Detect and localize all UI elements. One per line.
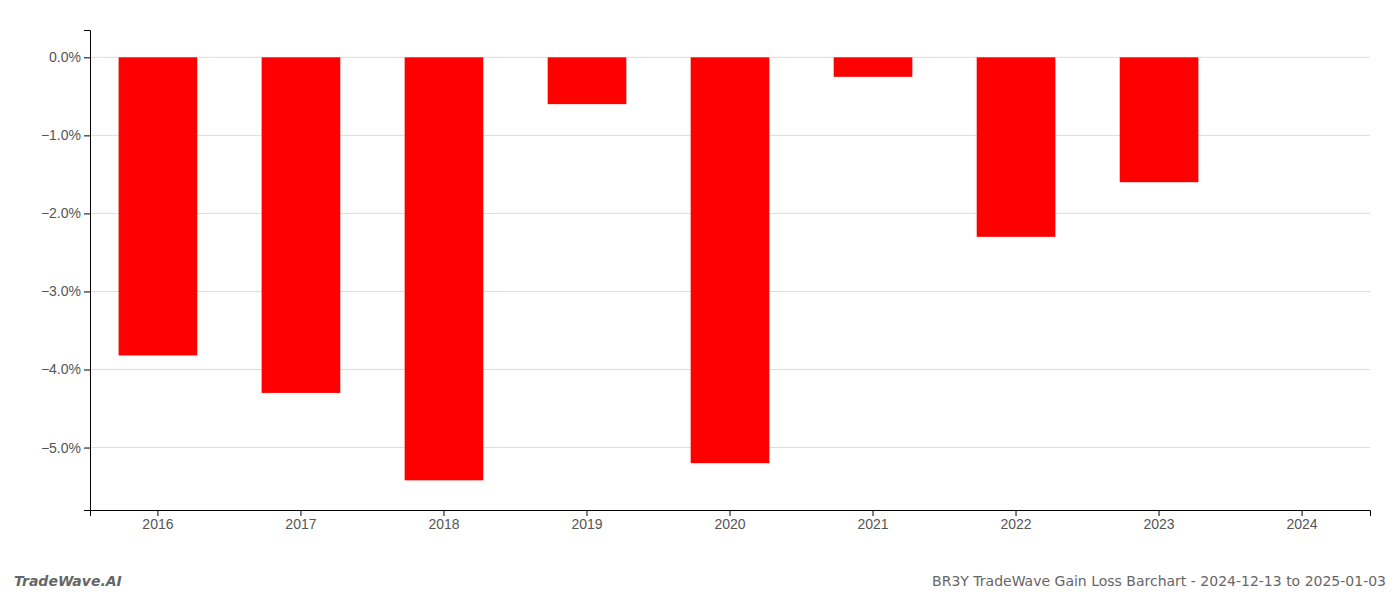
y-tick: −2.0% <box>41 205 90 221</box>
y-tick-label: 0.0% <box>49 49 81 65</box>
y-tick: 0.0% <box>49 49 90 65</box>
x-tick: 2023 <box>1143 510 1174 532</box>
x-tick: 2017 <box>285 510 316 532</box>
bars <box>119 57 1199 480</box>
x-tick: 2016 <box>142 510 173 532</box>
chart: 0.0%−1.0%−2.0%−3.0%−4.0%−5.0%20162017201… <box>0 0 1400 600</box>
y-tick-mark <box>84 291 90 292</box>
y-tick-mark <box>84 213 90 214</box>
x-tick-label: 2018 <box>428 516 459 532</box>
bar <box>262 57 341 393</box>
x-axis: 2016 2017 2018 2019 2020 2021 2022 2023 2024 <box>91 510 1371 532</box>
y-tick-mark <box>84 135 90 136</box>
x-tick-label: 2021 <box>857 516 888 532</box>
x-tick-label: 2020 <box>714 516 745 532</box>
y-tick: −3.0% <box>41 283 90 299</box>
x-tick: 2019 <box>571 510 602 532</box>
bar <box>691 57 770 463</box>
y-tick-label: −4.0% <box>41 361 81 377</box>
footer-left: TradeWave.AI <box>14 573 122 589</box>
plot: 0.0%−1.0%−2.0%−3.0%−4.0%−5.0%20162017201… <box>41 31 1371 532</box>
x-tick-label: 2023 <box>1143 516 1174 532</box>
x-tick-label: 2016 <box>142 516 173 532</box>
x-tick: 2020 <box>714 510 745 532</box>
footer-right: BR3Y TradeWave Gain Loss Barchart - 2024… <box>932 573 1386 589</box>
y-tick-label: −2.0% <box>41 205 81 221</box>
bar <box>405 57 484 480</box>
y-tick-label: −3.0% <box>41 283 81 299</box>
y-tick: −5.0% <box>41 440 90 456</box>
x-tick-label: 2024 <box>1286 516 1317 532</box>
y-tick-mark <box>84 57 90 58</box>
bar <box>1263 57 1342 58</box>
y-tick-label: −1.0% <box>41 127 81 143</box>
x-tick-label: 2017 <box>285 516 316 532</box>
y-tick-mark <box>84 370 90 371</box>
bar <box>119 57 198 355</box>
y-axis-line <box>84 31 91 511</box>
x-tick-label: 2022 <box>1000 516 1031 532</box>
y-tick-mark <box>84 448 90 449</box>
x-tick: 2018 <box>428 510 459 532</box>
bar <box>1120 57 1199 182</box>
x-tick-label: 2019 <box>571 516 602 532</box>
bar <box>834 57 913 77</box>
x-tick: 2022 <box>1000 510 1031 532</box>
bar <box>548 57 627 104</box>
y-axis: 0.0% −1.0% −2.0% −3.0% −4.0% −5.0% <box>41 31 91 511</box>
bar <box>977 57 1056 237</box>
y-tick: −4.0% <box>41 361 90 377</box>
y-tick: −1.0% <box>41 127 90 143</box>
y-tick-label: −5.0% <box>41 440 81 456</box>
x-tick: 2021 <box>857 510 888 532</box>
x-tick: 2024 <box>1286 510 1317 532</box>
